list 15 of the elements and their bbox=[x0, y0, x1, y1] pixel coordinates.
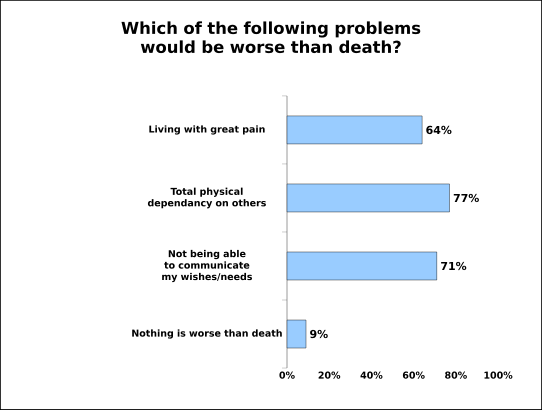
y-tick-label: Total physical dependancy on others bbox=[148, 188, 266, 208]
x-tick-label: 20% bbox=[318, 372, 340, 379]
y-tick-label: Living with great pain bbox=[149, 125, 265, 135]
x-tick-label: 80% bbox=[445, 372, 467, 379]
data-label: 64% bbox=[426, 126, 452, 134]
x-tick-label: 60% bbox=[402, 372, 425, 379]
chart-title: Which of the following problems would be worse than death? bbox=[121, 21, 420, 54]
x-tick-label: 100% bbox=[484, 372, 512, 379]
x-tick-label: 0% bbox=[279, 372, 295, 379]
data-label: 71% bbox=[441, 262, 466, 270]
data-label: 9% bbox=[310, 330, 328, 338]
y-tick-label: Nothing is worse than death bbox=[132, 329, 282, 339]
x-tick-label: 40% bbox=[360, 372, 382, 379]
data-label: 77% bbox=[454, 194, 479, 202]
y-tick-label: Not being able to communicate my wishes/needs bbox=[162, 250, 252, 282]
